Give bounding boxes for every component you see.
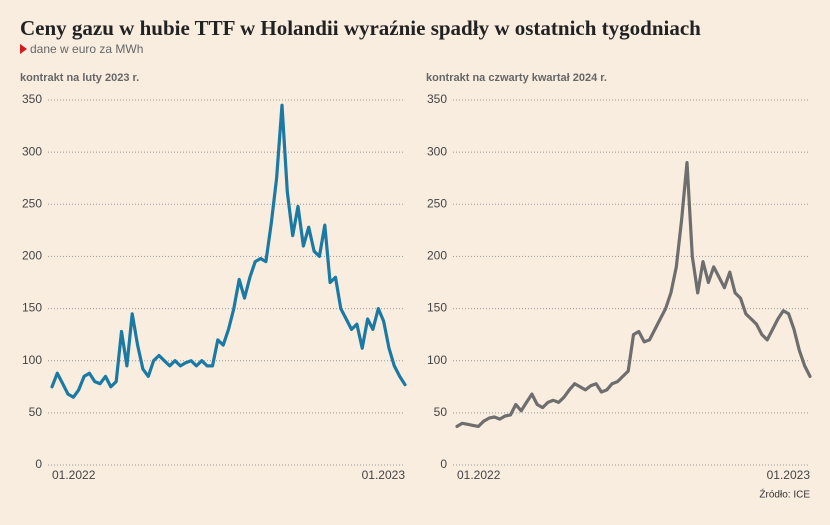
x-tick-label: 01.2022 [457,468,501,482]
panel-subtitle: kontrakt na luty 2023 r. [20,72,139,84]
x-tick-label: 01.2023 [767,468,811,482]
y-tick-label: 0 [440,457,447,471]
source: Źródło: ICE [759,488,810,501]
y-tick-label: 350 [22,92,42,106]
panel-subtitle: kontrakt na czwarty kwartał 2024 r. [426,72,607,84]
y-tick-label: 300 [427,144,447,158]
chart-title: Ceny gazu w hubie TTF w Holandii wyraźni… [20,16,701,40]
x-tick-label: 01.2023 [362,468,406,482]
y-tick-label: 100 [22,353,42,367]
subtitle: dane w euro za MWh [30,42,143,56]
y-tick-label: 350 [427,92,447,106]
x-tick-label: 01.2022 [52,468,96,482]
y-tick-label: 50 [29,405,43,419]
line [455,161,812,428]
y-tick-label: 250 [427,196,447,210]
y-tick-label: 0 [35,457,42,471]
y-tick-label: 200 [22,249,42,263]
y-tick-label: 300 [22,144,42,158]
y-tick-label: 250 [22,196,42,210]
y-tick-label: 100 [427,353,447,367]
y-tick-label: 200 [427,249,447,263]
subtitle-marker [20,44,27,54]
line [50,103,407,399]
y-tick-label: 150 [22,301,42,315]
y-tick-label: 50 [434,405,448,419]
y-tick-label: 150 [427,301,447,315]
